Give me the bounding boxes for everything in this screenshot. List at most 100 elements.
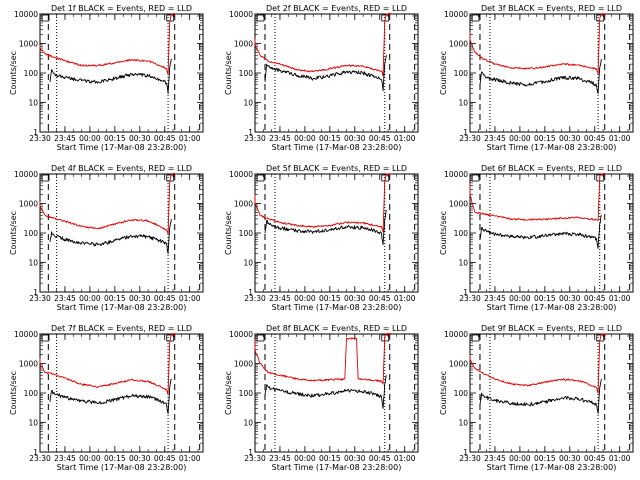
lld-series-line	[469, 333, 607, 394]
y-axis-label: Counts/sec	[439, 211, 448, 255]
x-tick-label: 00:30	[559, 294, 581, 303]
y-tick-label: 100	[24, 389, 39, 398]
y-tick-label: 100	[239, 389, 254, 398]
y-tick-label: 1	[248, 288, 253, 297]
y-tick-label: 10	[28, 419, 38, 428]
x-axis-label: Start Time (17-Mar-08 23:28:00)	[487, 463, 617, 472]
y-axis-label: Counts/sec	[9, 211, 18, 255]
x-tick-label: 00:15	[104, 294, 126, 303]
events-series-line	[49, 58, 172, 95]
y-tick-label: 1000	[19, 40, 38, 49]
x-tick-label: 23:30	[29, 454, 51, 463]
chart-panel-4: Det 4f BLACK = Events, RED = LLD 1 10 100 10…	[9, 164, 204, 312]
x-tick-label: 00:15	[534, 454, 556, 463]
lld-series-line	[39, 12, 177, 75]
x-tick-label: 01:00	[609, 454, 631, 463]
lld-series-line	[254, 12, 392, 77]
x-tick-label: 00:45	[154, 294, 176, 303]
y-tick-label: 1000	[19, 200, 38, 209]
chart-panel-8: Det 8f BLACK = Events, RED = LLD 1 10 100 10…	[224, 324, 419, 472]
x-tick-label: 23:45	[269, 454, 291, 463]
y-tick-label: 10000	[14, 170, 38, 179]
x-tick-label: 00:15	[104, 454, 126, 463]
chart-title: Det 1f BLACK = Events, RED = LLD	[51, 4, 192, 13]
y-tick-label: 100	[239, 229, 254, 238]
plot-frame	[39, 333, 204, 453]
y-tick-label: 10	[243, 419, 253, 428]
y-tick-label: 1	[33, 128, 38, 137]
y-tick-label: 10000	[229, 170, 253, 179]
events-series-line	[479, 378, 602, 415]
x-tick-label: 00:45	[584, 454, 606, 463]
events-series-line	[49, 218, 172, 255]
chart-title: Det 5f BLACK = Events, RED = LLD	[266, 164, 407, 173]
chart-panel-7: Det 7f BLACK = Events, RED = LLD 1 10 100 10…	[9, 324, 204, 472]
x-tick-label: 23:45	[484, 454, 506, 463]
chart-panel-2: Det 2f BLACK = Events, RED = LLD 1 10 100 10…	[224, 4, 419, 152]
x-tick-label: 00:00	[294, 294, 316, 303]
plot-frame	[469, 13, 634, 133]
x-tick-label: 23:30	[244, 294, 266, 303]
x-tick-label: 23:45	[54, 134, 76, 143]
lld-series-line	[469, 172, 607, 222]
y-tick-label: 1000	[449, 200, 468, 209]
y-tick-label: 10	[458, 259, 468, 268]
corner-box-marker	[256, 334, 265, 342]
x-tick-label: 01:00	[179, 134, 201, 143]
y-axis-label: Counts/sec	[9, 371, 18, 415]
plot-frame	[254, 333, 419, 453]
y-tick-label: 1000	[234, 200, 253, 209]
y-tick-label: 1	[248, 448, 253, 457]
chart-panel-1: Det 1f BLACK = Events, RED = LLD 1 10 100 10…	[9, 4, 204, 152]
x-tick-label: 23:45	[484, 294, 506, 303]
lld-series-line	[254, 332, 392, 385]
chart-panel-6: Det 6f BLACK = Events, RED = LLD 1 10 100 10…	[439, 164, 634, 312]
corner-box-marker	[41, 334, 50, 342]
corner-box-marker	[471, 334, 480, 342]
plot-frame	[469, 173, 634, 293]
events-series-line	[49, 378, 172, 415]
x-axis-label: Start Time (17-Mar-08 23:28:00)	[57, 303, 187, 312]
x-tick-label: 01:00	[394, 454, 416, 463]
corner-box-marker	[471, 174, 480, 182]
x-tick-label: 00:15	[319, 294, 341, 303]
y-tick-label: 100	[454, 229, 469, 238]
chart-panel-5: Det 5f BLACK = Events, RED = LLD 1 10 100 10…	[224, 164, 419, 312]
x-tick-label: 23:45	[484, 134, 506, 143]
y-tick-label: 100	[454, 69, 469, 78]
chart-title: Det 7f BLACK = Events, RED = LLD	[51, 324, 192, 333]
x-tick-label: 00:00	[509, 134, 531, 143]
plot-frame	[469, 333, 634, 453]
chart-panel-9: Det 9f BLACK = Events, RED = LLD 1 10 100 10…	[439, 324, 634, 472]
x-tick-label: 00:45	[584, 134, 606, 143]
x-tick-label: 23:30	[459, 294, 481, 303]
y-tick-label: 1000	[234, 360, 253, 369]
x-axis-label: Start Time (17-Mar-08 23:28:00)	[487, 303, 617, 312]
events-series-line	[264, 209, 387, 246]
x-axis-label: Start Time (17-Mar-08 23:28:00)	[57, 463, 187, 472]
corner-box-marker	[41, 14, 50, 22]
lld-series-line	[39, 332, 177, 395]
y-tick-label: 10000	[229, 330, 253, 339]
y-axis-label: Counts/sec	[224, 211, 233, 255]
y-tick-label: 1	[248, 128, 253, 137]
y-tick-label: 10000	[229, 10, 253, 19]
y-tick-label: 1	[463, 448, 468, 457]
x-tick-label: 00:30	[344, 134, 366, 143]
x-tick-label: 00:15	[319, 454, 341, 463]
x-tick-label: 23:30	[459, 454, 481, 463]
corner-box-marker	[596, 14, 605, 22]
x-tick-label: 00:45	[369, 454, 391, 463]
x-tick-label: 00:30	[344, 294, 366, 303]
x-axis-label: Start Time (17-Mar-08 23:28:00)	[272, 143, 402, 152]
x-tick-label: 01:00	[609, 294, 631, 303]
x-tick-label: 01:00	[179, 454, 201, 463]
chart-title: Det 6f BLACK = Events, RED = LLD	[481, 164, 622, 173]
y-tick-label: 10000	[14, 330, 38, 339]
x-tick-label: 00:15	[319, 134, 341, 143]
x-tick-label: 01:00	[394, 294, 416, 303]
plot-frame	[254, 173, 419, 293]
corner-box-marker	[471, 14, 480, 22]
x-axis-label: Start Time (17-Mar-08 23:28:00)	[272, 463, 402, 472]
x-tick-label: 00:30	[344, 454, 366, 463]
